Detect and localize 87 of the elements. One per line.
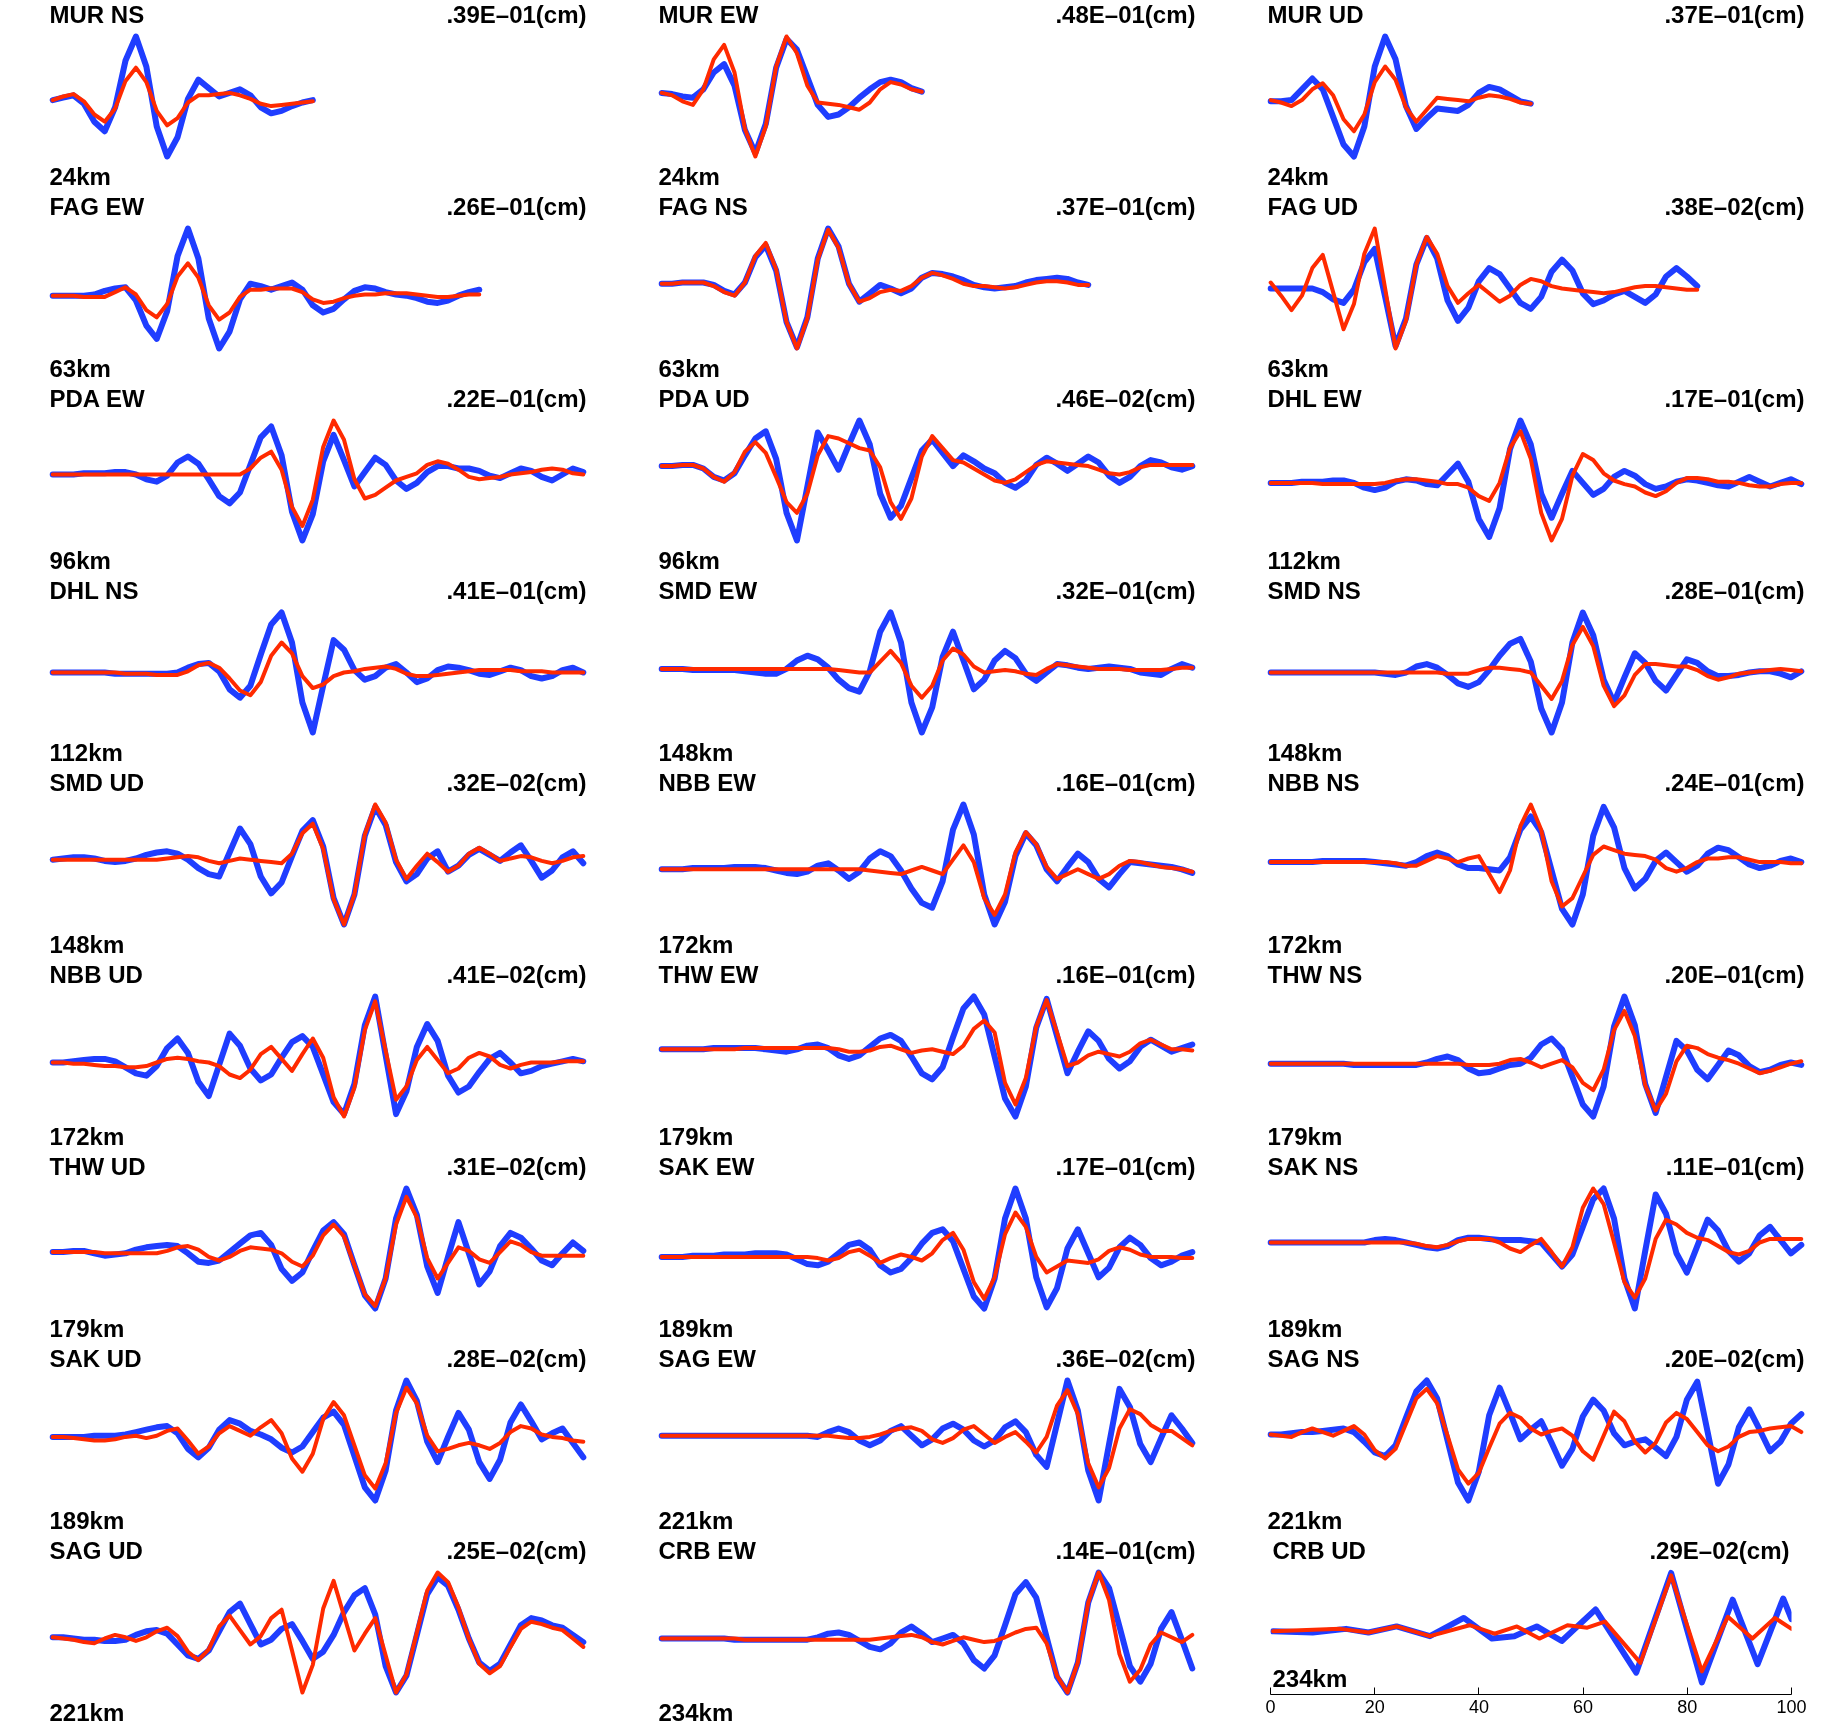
annotation: 234km <box>1272 1664 1348 1692</box>
text: 63km <box>49 354 111 382</box>
chart-title: SMD UD <box>49 768 145 796</box>
chart-title: SAG UD <box>49 1536 143 1564</box>
text: .41E–01(cm) <box>446 576 587 604</box>
text: 96km <box>658 546 720 574</box>
text: 179km <box>1267 1122 1343 1150</box>
text: 189km <box>658 1314 734 1342</box>
chart-title: FAG EW <box>49 192 145 220</box>
text: 148km <box>1267 738 1343 766</box>
text: .20E–01(cm) <box>1664 960 1805 988</box>
x-tick-label: 40 <box>1468 1696 1489 1717</box>
chart-title: MUR EW <box>658 0 759 28</box>
text: .38E–02(cm) <box>1664 192 1805 220</box>
text: 63km <box>658 354 720 382</box>
text: 112km <box>1267 546 1341 574</box>
text: .22E–01(cm) <box>446 384 587 412</box>
text: 221km <box>658 1506 734 1534</box>
text: .46E–02(cm) <box>1055 384 1196 412</box>
text: .37E–01(cm) <box>1664 0 1805 28</box>
chart-title: SAG EW <box>658 1344 757 1372</box>
text: 96km <box>49 546 111 574</box>
x-tick-label: 60 <box>1573 1696 1594 1717</box>
text: 179km <box>658 1122 734 1150</box>
chart-title: FAG UD <box>1267 192 1359 220</box>
text: 112km <box>49 738 123 766</box>
x-tick-label: 0 <box>1265 1696 1276 1717</box>
text: .28E–01(cm) <box>1664 576 1805 604</box>
text: .48E–01(cm) <box>1055 0 1196 28</box>
text: 24km <box>49 162 111 190</box>
chart-title: SAK NS <box>1267 1152 1359 1180</box>
chart-title: SAK UD <box>49 1344 142 1372</box>
text: 172km <box>658 930 734 958</box>
text: .16E–01(cm) <box>1055 768 1196 796</box>
x-tick-label: 20 <box>1364 1696 1385 1717</box>
chart-title: SMD NS <box>1267 576 1361 604</box>
text: .39E–01(cm) <box>446 0 587 28</box>
text: 24km <box>1267 162 1329 190</box>
text: .31E–02(cm) <box>446 1152 587 1180</box>
chart-title: NBB EW <box>658 768 757 796</box>
chart-title: MUR UD <box>1267 0 1364 28</box>
chart-title: SAK EW <box>658 1152 755 1180</box>
chart-title: THW EW <box>658 960 759 988</box>
text: .37E–01(cm) <box>1055 192 1196 220</box>
chart-title: THW UD <box>49 1152 146 1180</box>
chart-title: NBB NS <box>1267 768 1360 796</box>
chart-title: PDA UD <box>658 384 750 412</box>
text: 189km <box>49 1506 125 1534</box>
text: .32E–01(cm) <box>1055 576 1196 604</box>
text: .17E–01(cm) <box>1055 1152 1196 1180</box>
chart-title: SMD EW <box>658 576 758 604</box>
text: .25E–02(cm) <box>446 1536 587 1564</box>
x-tick-label: 100 <box>1776 1696 1807 1717</box>
chart-title: MUR NS <box>49 0 145 28</box>
text: 172km <box>1267 930 1343 958</box>
text: 24km <box>658 162 720 190</box>
text: 172km <box>49 1122 125 1150</box>
text: .29E–02(cm) <box>1649 1536 1790 1564</box>
text: 234km <box>658 1698 734 1726</box>
chart-title: NBB UD <box>49 960 143 988</box>
chart-title: CRB UD <box>1272 1536 1366 1564</box>
text: 189km <box>1267 1314 1343 1342</box>
text: .14E–01(cm) <box>1055 1536 1196 1564</box>
text: 148km <box>658 738 734 766</box>
text: .36E–02(cm) <box>1055 1344 1196 1372</box>
text: .32E–02(cm) <box>446 768 587 796</box>
chart-title: FAG NS <box>658 192 748 220</box>
chart-title: CRB EW <box>658 1536 757 1564</box>
text: .28E–02(cm) <box>446 1344 587 1372</box>
chart-title: DHL NS <box>49 576 139 604</box>
text: .11E–01(cm) <box>1665 1152 1805 1180</box>
chart-title: DHL EW <box>1267 384 1363 412</box>
text: .41E–02(cm) <box>446 960 587 988</box>
text: .16E–01(cm) <box>1055 960 1196 988</box>
text: .20E–02(cm) <box>1664 1344 1805 1372</box>
chart-title: THW NS <box>1267 960 1363 988</box>
x-tick-label: 80 <box>1677 1696 1698 1717</box>
text: .17E–01(cm) <box>1664 384 1805 412</box>
text: .24E–01(cm) <box>1664 768 1805 796</box>
chart-title: PDA EW <box>49 384 145 412</box>
text: .26E–01(cm) <box>446 192 587 220</box>
text: 148km <box>49 930 125 958</box>
text: 179km <box>49 1314 125 1342</box>
text: 221km <box>1267 1506 1343 1534</box>
chart-title: SAG NS <box>1267 1344 1360 1372</box>
text: 221km <box>49 1698 125 1726</box>
text: 63km <box>1267 354 1329 382</box>
